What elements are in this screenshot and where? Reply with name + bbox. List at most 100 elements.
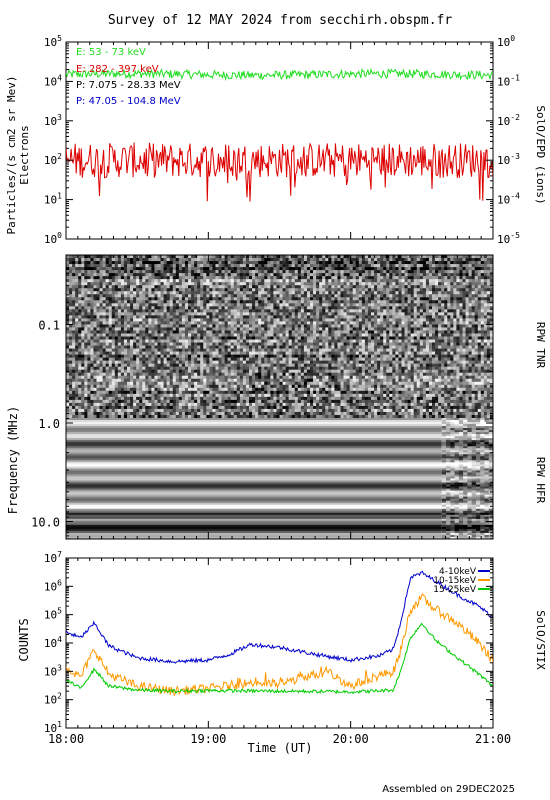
tnr-cell	[166, 294, 170, 298]
tnr-cell	[181, 342, 186, 346]
tnr-cell	[328, 297, 332, 301]
tnr-cell	[139, 342, 143, 346]
tnr-cell	[69, 327, 73, 331]
tnr-cell	[163, 255, 167, 259]
tnr-cell	[325, 291, 329, 295]
tnr-cell	[99, 342, 103, 346]
tnr-cell	[322, 273, 326, 277]
tnr-cell	[328, 273, 332, 277]
tnr-cell	[200, 312, 204, 316]
tnr-cell	[404, 276, 408, 280]
tnr-cell	[374, 270, 378, 274]
tnr-cell	[282, 324, 286, 328]
tnr-cell	[87, 279, 91, 283]
tnr-cell	[340, 354, 344, 358]
tnr-cell	[407, 261, 411, 265]
tnr-cell	[316, 351, 320, 355]
tnr-cell	[267, 312, 271, 316]
tnr-cell	[233, 306, 238, 310]
tnr-cell	[285, 303, 289, 307]
tnr-cell	[413, 255, 418, 259]
tnr-cell	[331, 264, 335, 268]
tnr-cell	[319, 276, 323, 280]
tnr-cell	[172, 306, 177, 310]
tnr-cell	[120, 306, 125, 310]
tnr-cell	[242, 279, 247, 283]
tnr-cell	[444, 294, 448, 298]
tnr-cell	[383, 255, 387, 259]
tnr-cell	[279, 291, 283, 295]
tnr-cell	[66, 339, 70, 343]
tnr-cell	[99, 264, 103, 268]
tnr-cell	[178, 267, 183, 271]
tnr-cell	[264, 354, 268, 358]
tnr-cell	[486, 309, 491, 313]
tnr-cell	[267, 258, 271, 262]
tnr-cell	[120, 321, 125, 325]
tnr-cell	[136, 264, 140, 268]
tnr-cell	[291, 288, 296, 292]
tnr-cell	[288, 273, 292, 277]
tnr-cell	[227, 348, 231, 352]
tnr-cell	[361, 291, 366, 295]
tnr-cell	[416, 345, 421, 349]
tnr-cell	[145, 255, 149, 259]
tnr-cell	[474, 309, 479, 313]
tnr-cell	[233, 333, 238, 337]
tnr-cell	[380, 267, 384, 271]
tnr-cell	[81, 261, 85, 265]
tnr-cell	[230, 297, 235, 301]
tnr-cell	[438, 306, 442, 310]
tnr-cell	[102, 279, 106, 283]
tnr-cell	[428, 354, 433, 358]
tnr-cell	[483, 279, 488, 283]
tnr-cell	[227, 321, 231, 325]
tnr-cell	[175, 312, 180, 316]
tnr-cell	[428, 351, 433, 355]
tnr-cell	[358, 303, 363, 307]
tnr-cell	[456, 279, 460, 283]
tnr-cell	[203, 315, 207, 319]
tnr-cell	[264, 282, 268, 286]
tnr-cell	[69, 273, 73, 277]
tnr-cell	[99, 270, 103, 274]
tnr-cell	[331, 318, 335, 322]
tnr-cell	[447, 261, 451, 265]
tnr-cell	[172, 288, 177, 292]
tnr-cell	[377, 297, 381, 301]
tnr-cell	[288, 276, 292, 280]
tnr-cell	[392, 294, 396, 298]
tnr-cell	[392, 354, 396, 358]
tnr-cell	[383, 267, 387, 271]
tnr-cell	[380, 264, 384, 268]
tnr-cell	[258, 267, 262, 271]
tnr-cell	[133, 285, 137, 289]
tnr-cell	[477, 270, 482, 274]
tnr-cell	[236, 255, 241, 259]
tnr-cell	[136, 258, 140, 262]
tnr-cell	[465, 312, 469, 316]
tnr-cell	[273, 291, 277, 295]
tnr-cell	[380, 336, 384, 340]
tnr-cell	[462, 330, 466, 334]
tnr-cell	[224, 318, 228, 322]
tnr-cell	[252, 324, 256, 328]
tnr-cell	[483, 273, 488, 277]
tnr-cell	[276, 318, 280, 322]
tnr-cell	[435, 291, 439, 295]
tnr-cell	[90, 267, 94, 271]
tnr-cell	[114, 336, 119, 340]
tnr-cell	[133, 309, 137, 313]
tnr-cell	[389, 324, 393, 328]
tnr-cell	[75, 279, 79, 283]
tnr-cell	[483, 330, 488, 334]
tnr-cell	[419, 339, 424, 343]
tnr-cell	[313, 273, 317, 277]
tnr-cell	[303, 288, 308, 292]
tnr-cell	[242, 351, 247, 355]
tnr-cell	[389, 336, 393, 340]
tnr-cell	[120, 309, 125, 313]
tnr-cell	[453, 264, 457, 268]
tnr-cell	[392, 348, 396, 352]
tnr-cell	[398, 309, 402, 313]
